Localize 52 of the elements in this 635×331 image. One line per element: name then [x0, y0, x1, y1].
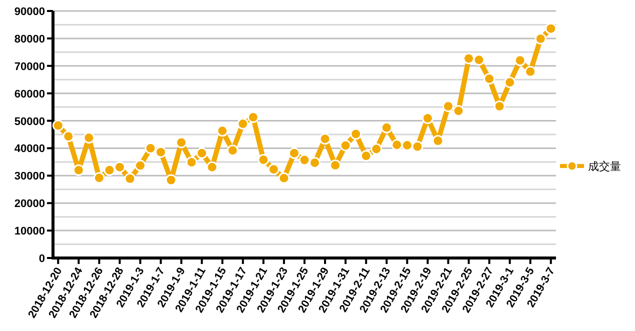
point [186, 156, 198, 168]
point [114, 161, 126, 173]
point [330, 159, 342, 171]
point [494, 100, 506, 112]
point [52, 120, 64, 132]
point [83, 132, 95, 144]
point [452, 105, 464, 117]
y-tick-label: 20000 [14, 198, 45, 210]
point [155, 146, 167, 158]
y-tick-label: 40000 [14, 143, 45, 156]
point [278, 172, 290, 184]
point [226, 144, 238, 156]
y-tick-label: 90000 [14, 6, 45, 18]
point [216, 125, 228, 137]
y-tick-label: 50000 [14, 116, 45, 128]
point [412, 140, 424, 152]
point [524, 66, 536, 78]
y-tick-label: 60000 [14, 88, 45, 100]
point [545, 22, 557, 34]
point [484, 73, 496, 85]
point [298, 154, 310, 166]
point [360, 150, 372, 162]
point [196, 147, 208, 159]
y-tick-label: 10000 [14, 226, 45, 238]
y-tick-label: 70000 [14, 60, 45, 73]
point [104, 164, 116, 176]
point [391, 139, 403, 151]
point [350, 128, 362, 140]
point [380, 122, 392, 134]
point [473, 54, 485, 66]
y-tick-label: 0 [38, 253, 45, 265]
y-tick-label: 80000 [14, 33, 45, 46]
legend-label: 成交量 [588, 160, 621, 173]
point [206, 161, 218, 173]
point [504, 76, 516, 88]
point [62, 130, 74, 142]
point [72, 164, 84, 176]
point [93, 172, 105, 184]
point [422, 112, 434, 124]
point [514, 54, 526, 66]
point [165, 174, 177, 186]
point [258, 154, 270, 166]
point [370, 143, 382, 155]
point [340, 140, 352, 152]
y-tick-label: 30000 [14, 170, 45, 183]
point [268, 164, 280, 176]
point [176, 136, 188, 148]
point [319, 133, 331, 145]
point [237, 118, 249, 130]
point [534, 32, 546, 44]
point [124, 172, 136, 184]
point [134, 160, 146, 172]
